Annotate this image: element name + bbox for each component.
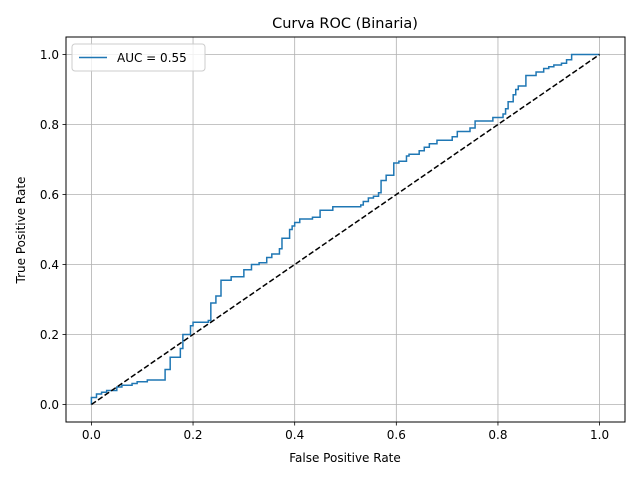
y-tick-label: 0.6: [40, 188, 59, 202]
x-tick-label: 0.2: [183, 428, 202, 442]
chart-title: Curva ROC (Binaria): [272, 16, 418, 32]
y-axis-ticks: 0.0 0.2 0.4 0.6 0.8 1.0: [40, 48, 66, 412]
chance-diagonal-line: [90, 53, 601, 406]
x-tick-label: 0.8: [488, 428, 507, 442]
y-tick-label: 0.4: [40, 258, 59, 272]
y-tick-label: 0.2: [40, 328, 59, 342]
y-tick-label: 1.0: [40, 48, 59, 62]
plot-frame: [65, 36, 626, 423]
roc-curve-line: [90, 53, 600, 405]
x-axis-title: False Positive Rate: [289, 451, 401, 465]
legend-label: AUC = 0.55: [117, 51, 187, 65]
y-tick-label: 0.0: [40, 398, 59, 412]
y-tick-label: 0.8: [40, 118, 59, 132]
legend-box: [71, 43, 206, 72]
x-tick-label: 0.4: [285, 428, 304, 442]
series-layer: [90, 53, 601, 406]
y-axis-title: True Positive Rate: [14, 177, 28, 285]
grid-lines: [66, 37, 625, 422]
x-tick-label: 0.0: [82, 428, 101, 442]
x-tick-label: 0.6: [387, 428, 406, 442]
x-tick-label: 1.0: [590, 428, 609, 442]
legend: AUC = 0.55: [71, 43, 206, 72]
x-axis-ticks: 0.0 0.2 0.4 0.6 0.8 1.0: [82, 422, 609, 442]
